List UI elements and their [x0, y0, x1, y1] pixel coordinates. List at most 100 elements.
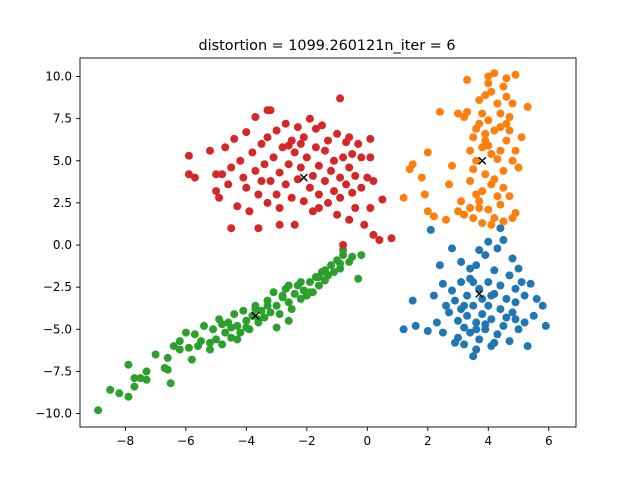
- data-point: [499, 166, 508, 175]
- data-point: [438, 328, 447, 337]
- data-point: [215, 193, 224, 202]
- data-point: [181, 328, 190, 337]
- data-point: [411, 321, 420, 330]
- data-point: [366, 134, 375, 143]
- data-point: [184, 343, 193, 352]
- data-point: [478, 219, 487, 228]
- data-point: [496, 200, 505, 209]
- data-point: [242, 323, 251, 332]
- data-point: [493, 244, 502, 253]
- data-point: [487, 87, 496, 96]
- data-point: [387, 234, 396, 243]
- centroid-marker: [478, 156, 487, 165]
- data-point: [184, 170, 193, 179]
- data-point: [311, 124, 320, 133]
- data-point: [505, 113, 514, 121]
- data-point: [460, 301, 469, 310]
- data-point: [514, 163, 523, 172]
- data-point: [481, 320, 490, 329]
- data-point: [354, 139, 363, 148]
- data-point: [275, 220, 284, 229]
- data-point: [290, 220, 299, 229]
- data-point: [242, 183, 251, 192]
- data-point: [239, 306, 248, 315]
- data-point: [481, 129, 490, 138]
- data-point: [451, 338, 459, 347]
- data-point: [478, 187, 487, 196]
- data-point: [469, 301, 478, 310]
- data-point: [348, 252, 357, 261]
- data-point: [499, 321, 508, 330]
- data-point: [472, 325, 481, 334]
- data-point: [484, 116, 493, 125]
- data-point: [284, 316, 293, 325]
- y-tick-label: 10.0: [45, 70, 72, 84]
- data-point: [200, 321, 208, 330]
- data-point: [354, 274, 363, 283]
- data-point: [336, 94, 345, 103]
- data-point: [227, 333, 236, 342]
- data-point: [426, 225, 435, 234]
- data-point: [275, 168, 284, 177]
- data-point: [314, 190, 323, 199]
- data-point: [435, 261, 444, 270]
- data-point: [345, 215, 354, 224]
- data-point: [190, 330, 199, 339]
- data-point: [275, 204, 284, 212]
- data-point: [435, 107, 444, 116]
- data-point: [221, 143, 230, 152]
- data-point: [284, 298, 293, 307]
- y-tick-label: 7.5: [53, 112, 72, 126]
- data-point: [472, 318, 481, 327]
- data-point: [499, 82, 508, 91]
- data-point: [206, 338, 214, 347]
- data-point: [263, 198, 272, 207]
- data-point: [490, 338, 499, 347]
- data-point: [505, 337, 514, 346]
- data-point: [209, 325, 218, 334]
- data-point: [263, 301, 272, 310]
- data-point: [442, 215, 450, 224]
- data-point: [523, 102, 532, 111]
- data-point: [257, 139, 266, 148]
- data-point: [508, 214, 517, 223]
- data-point: [305, 288, 314, 297]
- data-point: [505, 126, 514, 135]
- x-tick-label: −2: [298, 434, 316, 448]
- data-point: [475, 335, 484, 344]
- data-point: [251, 113, 260, 121]
- centroid-stroke: [251, 311, 260, 320]
- data-point: [272, 126, 281, 135]
- data-point: [408, 296, 417, 305]
- data-point: [287, 305, 296, 314]
- data-point: [351, 204, 360, 212]
- data-point: [487, 220, 496, 229]
- data-point: [466, 204, 475, 212]
- x-tick-label: 4: [484, 434, 492, 448]
- centroid-markers: [251, 156, 487, 320]
- data-point: [124, 360, 133, 369]
- data-point: [194, 342, 202, 351]
- data-point: [432, 318, 441, 327]
- data-point: [321, 177, 329, 185]
- data-point: [369, 177, 378, 185]
- data-point: [163, 353, 172, 362]
- data-point: [163, 365, 172, 374]
- data-point: [499, 217, 508, 226]
- data-point: [502, 136, 511, 145]
- data-point: [523, 342, 532, 351]
- data-point: [538, 301, 547, 310]
- data-point: [287, 193, 296, 202]
- data-point: [296, 278, 305, 287]
- data-point: [254, 224, 263, 233]
- data-point: [469, 278, 478, 287]
- data-point: [529, 311, 538, 320]
- data-point: [366, 153, 375, 162]
- data-point: [423, 148, 432, 157]
- data-point: [251, 166, 260, 175]
- data-point: [472, 261, 481, 270]
- data-point: [324, 198, 332, 207]
- data-point: [417, 173, 426, 182]
- data-point: [460, 340, 469, 349]
- data-point: [502, 119, 511, 128]
